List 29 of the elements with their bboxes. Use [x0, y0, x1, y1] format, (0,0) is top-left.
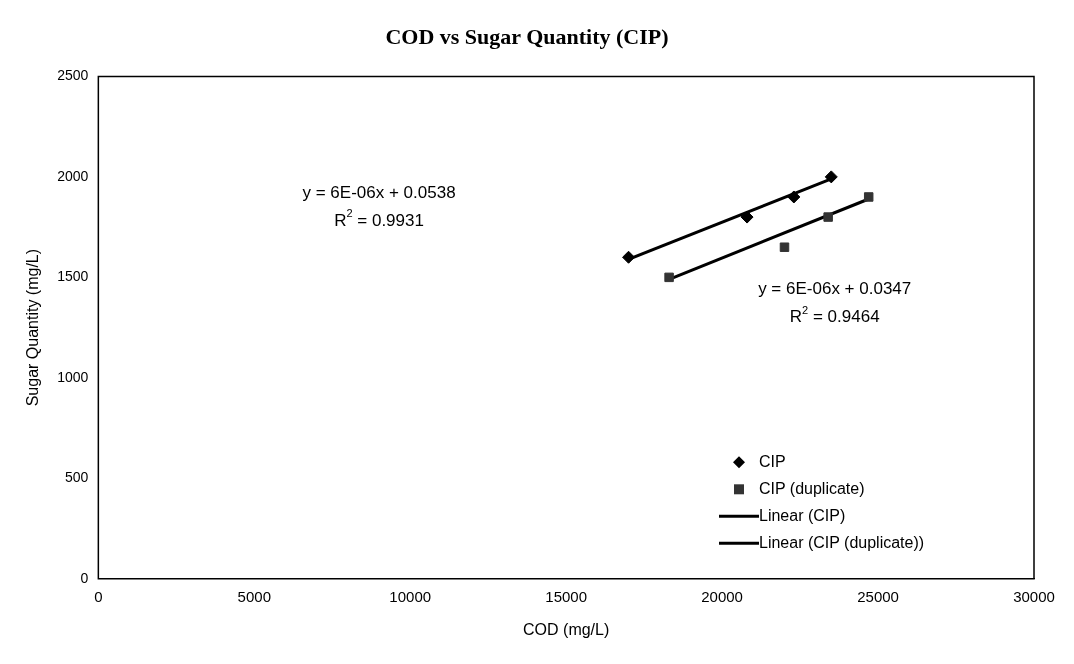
point	[664, 272, 674, 283]
y-tick-label: 0	[80, 569, 89, 586]
y-axis-title: Sugar Quantity (mg/L)	[24, 248, 42, 407]
legend-label: CIP	[759, 452, 786, 470]
annotation: y = 6E-06x + 0.0538	[302, 182, 456, 202]
point	[779, 242, 790, 252]
x-axis-title: COD (mg/L)	[523, 620, 610, 638]
y-tick-label: 1500	[57, 268, 89, 285]
x-tick-label: 30000	[1013, 587, 1055, 605]
point	[824, 170, 838, 184]
legend-label: Linear (CIP (duplicate))	[759, 533, 925, 551]
x-tick-label: 10000	[389, 587, 432, 605]
point	[863, 192, 874, 202]
point	[622, 250, 636, 264]
x-tick-label: 5000	[237, 587, 271, 605]
chart-title: COD vs Sugar Quantity (CIP)	[385, 23, 669, 49]
y-tick-label: 500	[64, 469, 89, 486]
legend-label: CIP (duplicate)	[759, 479, 865, 497]
x-tick-label: 25000	[857, 587, 899, 605]
annotation: y = 6E-06x + 0.0347	[758, 279, 912, 299]
x-tick-label: 0	[94, 587, 103, 605]
y-tick-label: 1000	[57, 368, 89, 385]
point	[823, 212, 833, 222]
x-tick-label: 15000	[545, 587, 588, 605]
x-tick-label: 20000	[701, 587, 743, 605]
y-tick-label: 2000	[57, 167, 89, 184]
y-tick-label: 2500	[57, 67, 89, 84]
legend-label: Linear (CIP)	[759, 506, 846, 524]
point	[787, 190, 801, 204]
